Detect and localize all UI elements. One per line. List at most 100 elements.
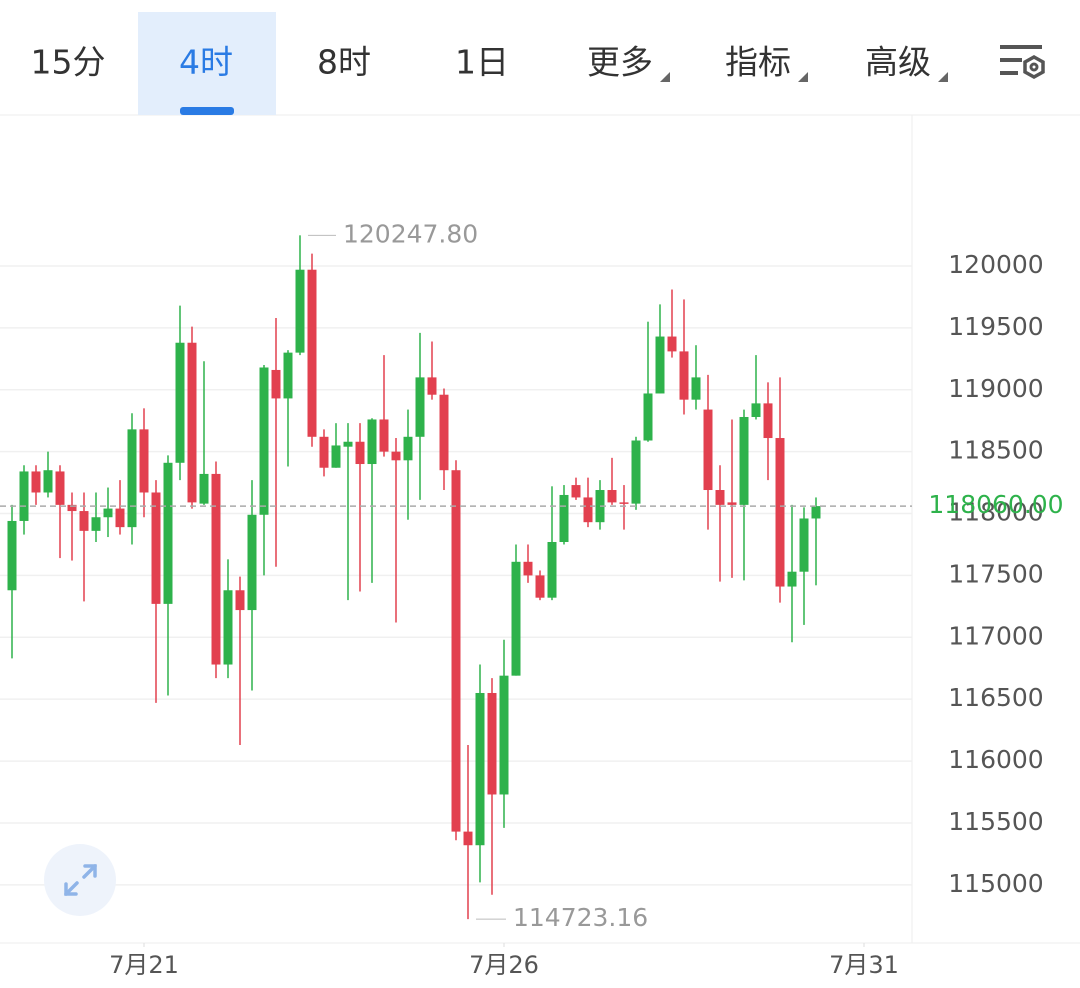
candle-body: [751, 403, 761, 417]
candle-body: [427, 377, 437, 395]
expand-button[interactable]: [44, 844, 116, 916]
candle-body: [367, 419, 377, 465]
candle-body: [151, 492, 161, 604]
candle: [811, 497, 821, 586]
candle-body: [127, 429, 137, 528]
candle-body: [463, 831, 473, 846]
candle: [667, 289, 677, 358]
candle-body: [7, 520, 17, 591]
y-tick-label: 117500: [948, 559, 1043, 588]
candle-body: [631, 440, 641, 504]
candle-body: [799, 518, 809, 572]
candle: [55, 465, 65, 559]
candle: [535, 570, 545, 601]
candle-body: [199, 473, 209, 504]
candle-body: [379, 419, 389, 452]
candle: [499, 639, 509, 828]
candle-body: [583, 497, 593, 523]
candle: [487, 678, 497, 895]
candle-body: [55, 471, 65, 505]
y-tick-label: 117000: [948, 621, 1043, 650]
y-tick-label: 119500: [948, 312, 1043, 341]
candle-body: [271, 369, 281, 399]
candle: [751, 355, 761, 420]
candle: [319, 429, 329, 477]
candle-body: [307, 269, 317, 437]
candle-body: [655, 336, 665, 394]
candle-body: [511, 561, 521, 676]
tab-label: 更多: [587, 43, 653, 82]
candle-body: [451, 470, 461, 832]
candle-body: [475, 692, 485, 846]
tab[interactable]: 指标: [725, 43, 808, 83]
candle: [343, 423, 353, 601]
candle-body: [403, 436, 413, 461]
candle: [475, 664, 485, 883]
candle: [295, 235, 305, 356]
x-tick-label: 7月31: [829, 951, 899, 979]
candle-body: [175, 342, 185, 463]
candle: [511, 544, 521, 676]
candle: [763, 382, 773, 481]
candle: [427, 341, 437, 400]
candle-body: [415, 377, 425, 437]
candle-body: [115, 508, 125, 528]
candle-body: [247, 514, 257, 611]
candle-body: [571, 485, 581, 498]
candle-body: [679, 351, 689, 400]
candle: [655, 304, 665, 394]
candle-body: [91, 517, 101, 531]
candle-body: [187, 342, 197, 503]
candle: [31, 465, 41, 505]
candle-body: [103, 508, 113, 518]
last-price-label: 118060.00: [928, 490, 1063, 519]
candle: [631, 436, 641, 510]
plot: 115000 115500 116000 116500 117000 117500 1180…: [0, 219, 1064, 979]
candle: [799, 507, 809, 625]
candle: [739, 409, 749, 581]
candle-body: [259, 367, 269, 515]
settings-icon[interactable]: [1000, 45, 1045, 80]
tab[interactable]: 1日: [455, 43, 509, 82]
candle-body: [319, 436, 329, 468]
candle-body: [235, 590, 245, 611]
candle-body: [667, 336, 677, 352]
candle-body: [439, 394, 449, 471]
candle-body: [211, 473, 221, 665]
candle-body: [691, 377, 701, 400]
candle: [235, 576, 245, 745]
candle-body: [391, 451, 401, 461]
candle: [439, 388, 449, 491]
candle: [367, 418, 377, 583]
candle-body: [343, 441, 353, 447]
candle: [727, 419, 737, 578]
tab[interactable]: 15分: [31, 43, 106, 82]
tab[interactable]: 高级: [865, 43, 948, 83]
candle-body: [331, 445, 341, 468]
tab-indicator: [180, 107, 234, 115]
candle-body: [295, 269, 305, 353]
candle: [331, 423, 341, 468]
candle: [703, 374, 713, 530]
candle: [43, 451, 53, 498]
candle: [283, 350, 293, 467]
candle-body: [223, 590, 233, 665]
tab-label: 4时: [179, 43, 233, 82]
y-tick-label: 116000: [948, 745, 1043, 774]
tab-highlight: [138, 12, 276, 115]
tab[interactable]: 4时: [138, 12, 276, 115]
candle-body: [523, 561, 533, 576]
candle-body: [559, 494, 569, 542]
tab-label: 高级: [865, 43, 931, 82]
tab[interactable]: 8时: [317, 43, 371, 82]
candle: [91, 492, 101, 542]
candle-body: [811, 506, 821, 519]
candle-body: [79, 511, 89, 531]
candle: [559, 485, 569, 545]
tab[interactable]: 更多: [587, 43, 670, 83]
candle: [211, 461, 221, 679]
candle: [19, 465, 29, 535]
candle: [679, 299, 689, 415]
candle: [691, 345, 701, 410]
